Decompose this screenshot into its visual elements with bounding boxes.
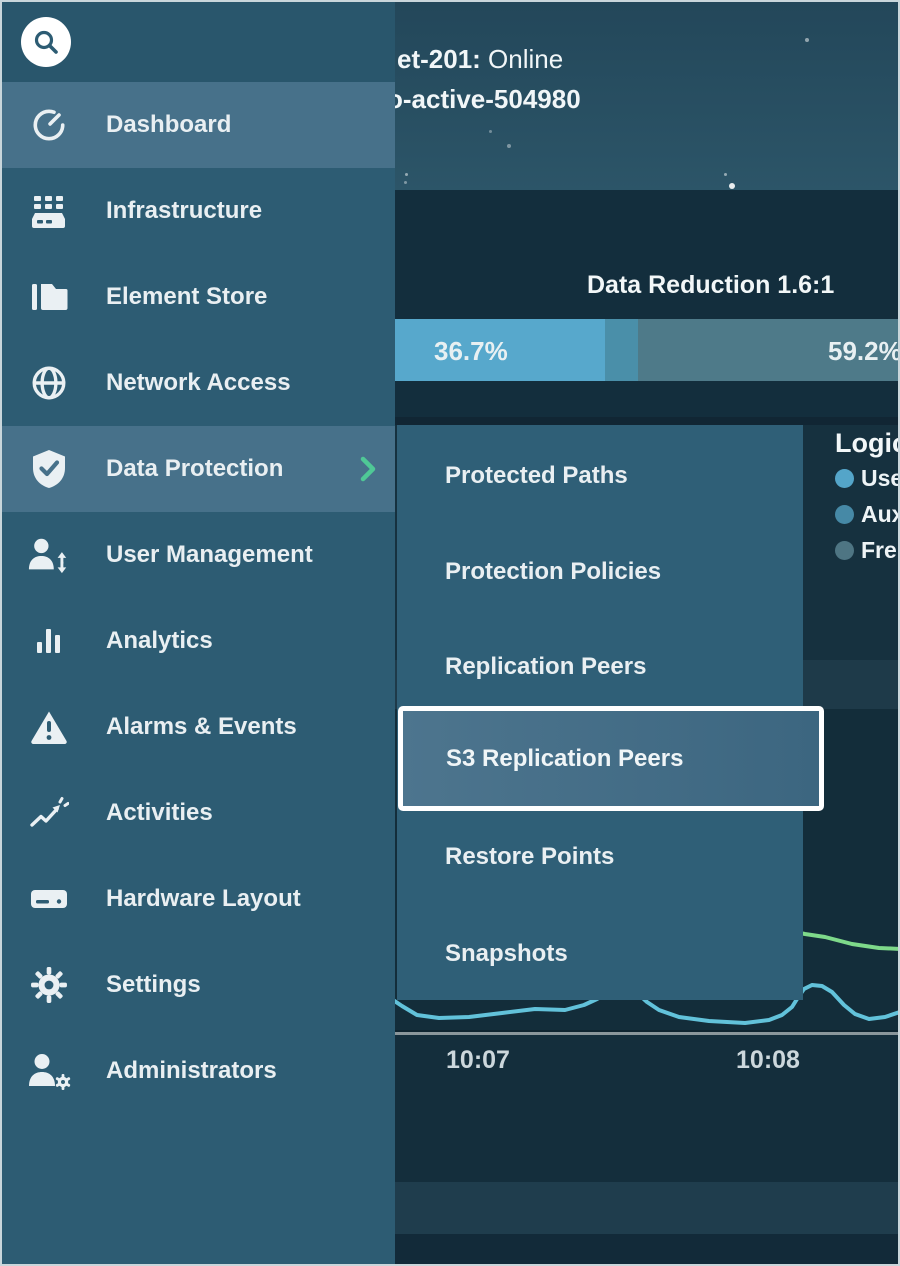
chart-legend: Logic Use Aux Fre (835, 426, 900, 568)
legend-dot (835, 540, 854, 560)
sidebar-item-label: Alarms & Events (106, 713, 297, 740)
sidebar-item-settings[interactable]: Settings (2, 942, 395, 1028)
legend-item: Use (835, 460, 900, 496)
sidebar-item-label: Network Access (106, 369, 291, 396)
alarms-events-icon (26, 709, 72, 745)
capacity-card-background (395, 190, 898, 417)
network-access-icon (26, 364, 72, 402)
sidebar-item-analytics[interactable]: Analytics (2, 598, 395, 684)
sidebar-item-hardware-layout[interactable]: Hardware Layout (2, 856, 395, 942)
system-state: Online (480, 44, 564, 74)
sidebar-item-label: Data Protection (106, 455, 284, 482)
sidebar-item-label: Administrators (106, 1057, 277, 1084)
sidebar-item-label: Activities (106, 799, 213, 826)
below-axis-background (395, 1035, 898, 1182)
legend-item: Fre (835, 532, 898, 568)
sidebar-item-data-protection[interactable]: Data Protection (2, 426, 395, 512)
cluster-name-line: o-active-504980 (395, 84, 581, 114)
legend-dot (835, 504, 854, 524)
sidebar-item-administrators[interactable]: Administrators (2, 1028, 395, 1114)
legend-label: Aux (861, 500, 898, 527)
element-store-icon (26, 279, 72, 315)
sidebar-nav: Dashboard Infrastructure (2, 2, 395, 1264)
sidebar-item-alarms-events[interactable]: Alarms & Events (2, 684, 395, 770)
infrastructure-icon (26, 191, 72, 231)
data-protection-icon (26, 449, 72, 489)
bar-segment (605, 319, 638, 381)
analytics-icon (26, 623, 72, 659)
submenu-selected-label: S3 Replication Peers (446, 744, 684, 772)
system-name: et-201: (397, 44, 481, 74)
chart-axis-shadow (395, 1030, 898, 1032)
x-axis-tick: 10:08 (736, 1046, 800, 1074)
dashboard-icon (26, 106, 72, 144)
bar-segment-label: 59.2% (828, 336, 900, 366)
x-axis-tick: 10:07 (446, 1046, 510, 1074)
legend-label: Use (861, 464, 900, 491)
sidebar-item-label: User Management (106, 541, 313, 568)
sidebar-item-label: Settings (106, 971, 201, 998)
bar-segment (638, 319, 898, 381)
system-status-line: et-201: Online (397, 44, 563, 74)
search-icon (34, 30, 58, 54)
sidebar-item-infrastructure[interactable]: Infrastructure (2, 168, 395, 254)
administrators-icon (26, 1051, 72, 1091)
data-reduction-title: Data Reduction 1.6:1 (587, 271, 835, 299)
chevron-right-icon (359, 456, 377, 482)
submenu-item-protected-paths[interactable]: Protected Paths (445, 462, 628, 489)
card-divider (395, 417, 898, 425)
legend-title: Logic (835, 428, 900, 458)
chart-x-axis (395, 1032, 898, 1035)
sidebar-item-element-store[interactable]: Element Store (2, 254, 395, 340)
sidebar-item-label: Dashboard (106, 111, 232, 138)
bottom-card-band (395, 1182, 898, 1234)
user-management-icon (26, 535, 72, 575)
sidebar-item-label: Infrastructure (106, 197, 263, 224)
green-series (793, 930, 898, 951)
submenu-item-replication-peers[interactable]: Replication Peers (445, 653, 647, 680)
bar-segment-label: 36.7% (434, 336, 508, 366)
legend-label: Fre (861, 536, 897, 563)
legend-item: Aux (835, 496, 898, 532)
cyan-series (395, 983, 898, 1025)
legend-dot (835, 468, 854, 488)
sidebar-item-label: Element Store (106, 283, 268, 310)
submenu-item-protection-policies[interactable]: Protection Policies (445, 558, 662, 585)
submenu-item-s3-replication-peers-selected[interactable]: S3 Replication Peers (398, 706, 824, 811)
submenu-item-restore-points[interactable]: Restore Points (445, 843, 615, 870)
bottom-dark-band (395, 1234, 898, 1264)
sidebar-item-activities[interactable]: Activities (2, 770, 395, 856)
sidebar-item-label: Hardware Layout (106, 885, 301, 912)
sidebar-item-label: Analytics (106, 627, 213, 654)
settings-icon (26, 966, 72, 1004)
capacity-stacked-bar (395, 319, 898, 381)
hardware-layout-icon (26, 883, 72, 915)
submenu-item-snapshots[interactable]: Snapshots (445, 940, 568, 967)
activities-icon (26, 795, 72, 831)
time-series-chart (395, 930, 898, 1025)
sidebar-item-user-management[interactable]: User Management (2, 512, 395, 598)
sidebar-search-band (2, 2, 395, 82)
bar-segment (395, 319, 605, 381)
sidebar-item-network-access[interactable]: Network Access (2, 340, 395, 426)
sidebar-item-dashboard[interactable]: Dashboard (2, 82, 395, 168)
data-protection-submenu: Protected Paths Protection Policies Repl… (397, 425, 824, 1000)
search-button[interactable] (21, 17, 71, 67)
dashboard-header-band (395, 2, 898, 190)
